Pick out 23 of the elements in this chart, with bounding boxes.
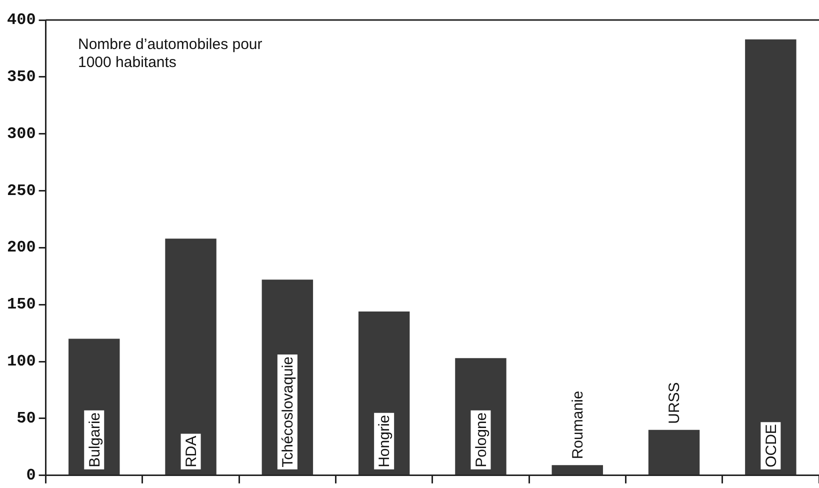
x-tick-label: Bulgarie (86, 412, 104, 468)
x-tick-label: URSS (666, 382, 684, 424)
x-tick-label: OCDE (762, 424, 780, 468)
bar (165, 238, 216, 475)
x-tick-label: Hongrie (376, 414, 394, 468)
x-tick-label: Tchécoslovaquie (280, 356, 297, 468)
y-tick-label: 350 (6, 68, 36, 86)
bar (745, 39, 796, 475)
y-tick-label: 400 (6, 11, 36, 30)
y-tick-label: 150 (6, 296, 36, 314)
y-tick-label: 50 (16, 410, 36, 428)
x-tick-label: RDA (182, 436, 200, 468)
x-tick-label: Roumanie (570, 390, 587, 460)
y-tick-label: 100 (6, 352, 36, 371)
x-tick-label: Pologne (472, 412, 490, 468)
y-tick-label: 250 (6, 182, 36, 200)
y-tick-label: 300 (6, 124, 36, 143)
bar (648, 430, 700, 475)
text: Nombre d’automobiles pour 1000 habitants (78, 36, 264, 72)
y-tick-label: 200 (6, 238, 36, 257)
bar (358, 311, 410, 475)
y-tick-label: 0 (26, 466, 36, 484)
bar (552, 465, 603, 475)
